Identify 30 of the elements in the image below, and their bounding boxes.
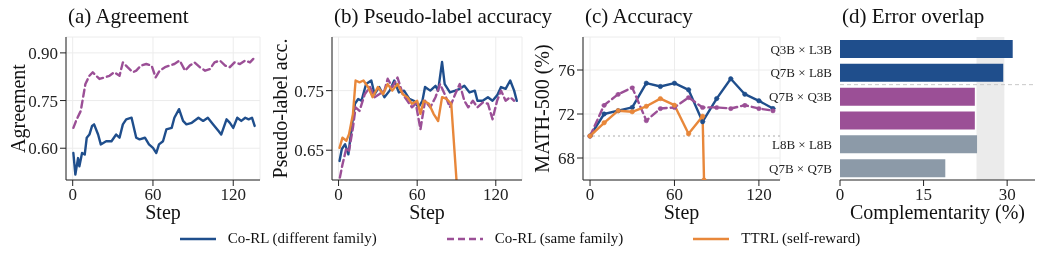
y-tick-label: 0.75 <box>28 91 58 111</box>
x-tick-label: 0 <box>585 185 595 205</box>
x-tick-label: 120 <box>220 185 246 205</box>
y-tick-label: 76 <box>558 61 575 81</box>
y-tick-label: Q7B × L8B <box>770 65 833 81</box>
y-tick-label: 68 <box>558 149 575 169</box>
y-tick-label: 0.90 <box>28 43 58 63</box>
x-tick-label: 0 <box>334 185 343 205</box>
legend-label: Co-RL (different family) <box>227 230 377 247</box>
chart-title: (d) Error overlap <box>842 4 985 29</box>
x-tick-label: 120 <box>483 185 509 205</box>
y-tick-label: Q7B × Q7B <box>769 160 833 176</box>
y-axis-title: Agreement <box>7 63 31 153</box>
y-tick-label: 0.75 <box>294 81 324 101</box>
y-tick-label: Q7B × Q3B <box>769 89 833 105</box>
x-tick-label: 0 <box>68 185 77 205</box>
x-tick-label: 0 <box>835 185 845 205</box>
y-tick-label: 0.60 <box>28 139 58 159</box>
chart-title: (c) Accuracy <box>585 4 693 29</box>
y-tick-label: L8B × L8B <box>771 136 833 152</box>
y-tick-label: Q3B × L3B <box>770 41 833 57</box>
y-axis-title: MATH-500 (%) <box>531 44 555 173</box>
legend-label: Co-RL (same family) <box>494 230 624 247</box>
y-axis-title: Pseudo-label acc. <box>269 38 292 179</box>
chart-title: (b) Pseudo-label accuracy <box>334 4 553 29</box>
chart-title: (a) Agreement <box>68 4 189 29</box>
legend-label: TTRL (self-reward) <box>741 230 861 247</box>
y-tick-label: 0.65 <box>294 141 324 161</box>
x-tick-label: 120 <box>746 185 772 205</box>
y-tick-label: 72 <box>558 105 575 125</box>
